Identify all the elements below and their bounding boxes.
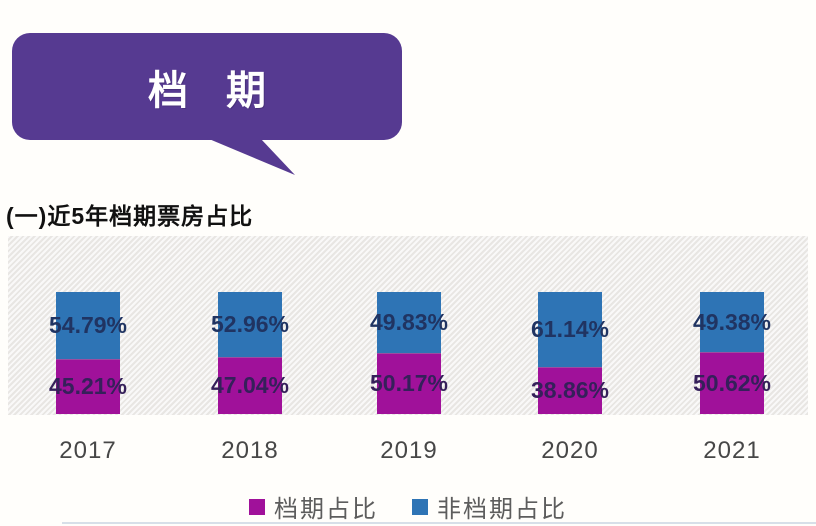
section-heading: (一)近5年档期票房占比 — [6, 203, 254, 229]
data-label-scheduled-2019: 50.17% — [369, 370, 448, 397]
legend-item-非档期占比: 非档期占比 — [412, 489, 567, 524]
bar-segment-nonscheduled-2017 — [56, 292, 120, 359]
data-label-scheduled-2017: 45.21% — [48, 373, 127, 400]
x-axis-label-2018: 2018 — [221, 437, 279, 464]
data-label-nonscheduled-2021: 49.38% — [692, 309, 771, 336]
legend-label: 非档期占比 — [437, 496, 567, 523]
callout-bubble-tail — [206, 138, 295, 175]
bar-segment-scheduled-2017 — [56, 358, 120, 414]
data-label-nonscheduled-2020: 61.14% — [530, 316, 609, 343]
legend-swatch-icon — [412, 498, 428, 515]
data-label-scheduled-2020: 38.86% — [530, 377, 609, 404]
bar-segment-scheduled-2019 — [377, 352, 441, 414]
callout-title: 档 期 — [148, 67, 280, 113]
data-label-nonscheduled-2019: 49.83% — [369, 309, 448, 336]
x-axis-label-2021: 2021 — [703, 437, 761, 464]
bar-segment-nonscheduled-2021 — [700, 292, 764, 353]
data-label-nonscheduled-2018: 52.96% — [210, 311, 289, 338]
plot-area: 54.79% 45.21% 52.96% 47.04% 49.83% 50.17% 61.1… — [8, 236, 808, 415]
data-label-scheduled-2018: 47.04% — [210, 372, 289, 399]
bar-segment-scheduled-2020 — [538, 366, 602, 414]
bar-segment-nonscheduled-2020 — [538, 292, 602, 367]
data-label-scheduled-2021: 50.62% — [692, 370, 771, 397]
legend-swatch-icon — [249, 498, 265, 515]
data-label-nonscheduled-2017: 54.79% — [48, 312, 127, 339]
chart-legend: 档期占比 非档期占比 — [0, 489, 816, 524]
x-axis-label-2017: 2017 — [59, 437, 117, 464]
x-axis-label-2020: 2020 — [541, 437, 599, 464]
legend-label: 档期占比 — [274, 496, 378, 523]
x-axis-label-2019: 2019 — [380, 437, 438, 464]
bar-segment-nonscheduled-2019 — [377, 292, 441, 353]
page-bottom-divider — [62, 522, 816, 524]
bar-segment-scheduled-2021 — [700, 352, 764, 414]
bar-segment-scheduled-2018 — [218, 356, 282, 414]
bar-segment-nonscheduled-2018 — [218, 292, 282, 357]
legend-item-档期占比: 档期占比 — [249, 489, 378, 524]
section-callout-bubble: 档 期 — [12, 33, 402, 140]
